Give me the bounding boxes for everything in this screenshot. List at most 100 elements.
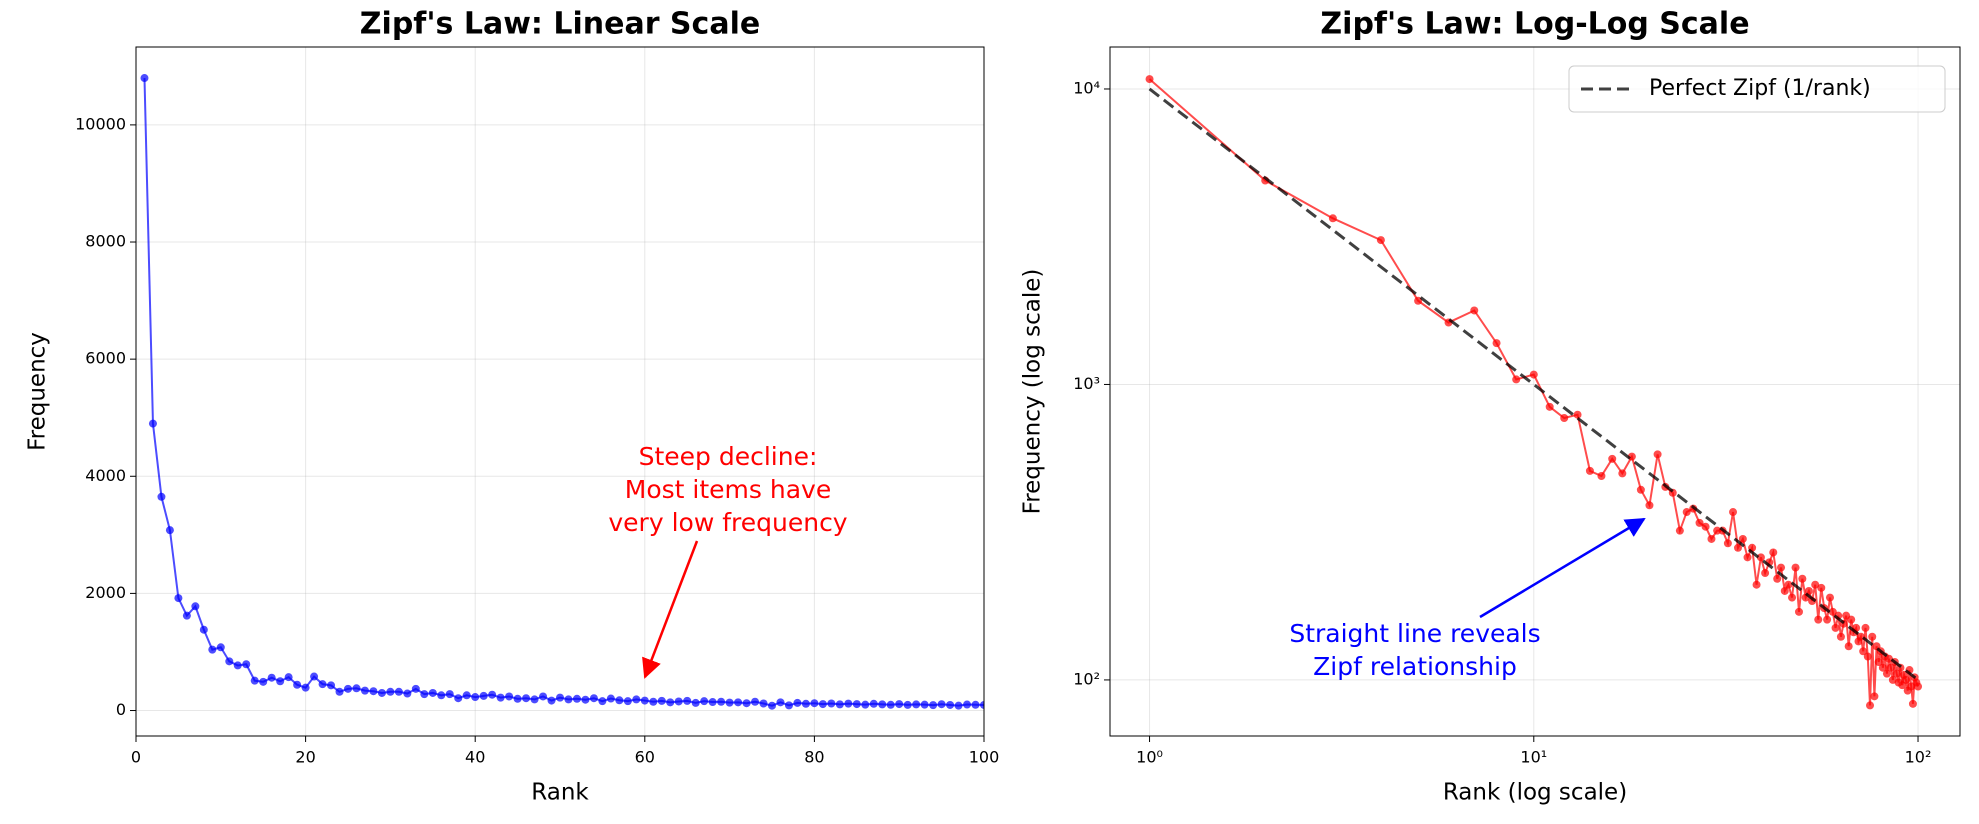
- data-point: [1882, 669, 1891, 678]
- data-point: [1729, 508, 1738, 517]
- data-point: [1145, 75, 1154, 84]
- data-point: [216, 643, 225, 652]
- data-point: [1794, 607, 1803, 616]
- data-point: [1866, 701, 1875, 710]
- data-point: [768, 701, 776, 710]
- data-point: [242, 660, 251, 669]
- data-point: [1773, 574, 1782, 583]
- data-point: [174, 594, 183, 603]
- data-point: [784, 701, 793, 710]
- data-point: [946, 700, 955, 709]
- data-point: [1870, 692, 1879, 701]
- data-point: [182, 611, 191, 620]
- annotation: Straight line reveals Zipf relationship: [1289, 619, 1541, 681]
- data-point: [895, 700, 904, 709]
- data-point: [539, 692, 548, 701]
- data-point: [505, 692, 514, 701]
- x-tick-label: 40: [465, 748, 485, 767]
- data-point: [581, 695, 590, 704]
- data-point: [1597, 471, 1606, 480]
- data-point: [1861, 623, 1870, 632]
- data-point: [1868, 632, 1877, 641]
- data-point: [369, 687, 378, 696]
- data-point: [471, 693, 480, 702]
- y-axis-label: Frequency: [25, 332, 51, 451]
- data-point: [310, 672, 319, 681]
- data-point: [403, 689, 412, 698]
- data-point: [1769, 548, 1778, 557]
- data-point: [394, 687, 403, 696]
- data-point: [1811, 580, 1820, 589]
- data-point: [199, 625, 208, 634]
- data-point: [615, 696, 624, 705]
- data-point: [1636, 485, 1645, 494]
- data-point: [522, 694, 531, 703]
- data-point: [657, 696, 666, 705]
- data-point: [1695, 518, 1704, 527]
- data-point: [937, 700, 946, 709]
- data-point: [1756, 553, 1765, 562]
- data-point: [1844, 642, 1853, 651]
- x-tick-label: 80: [804, 748, 824, 767]
- data-point: [1560, 413, 1569, 422]
- data-point: [1738, 534, 1747, 543]
- data-point: [963, 700, 972, 709]
- data-point: [1817, 583, 1826, 592]
- data-point: [1608, 454, 1617, 463]
- data-point: [386, 687, 395, 696]
- data-point: [1752, 580, 1761, 589]
- data-point: [861, 700, 870, 709]
- data-point: [479, 691, 488, 700]
- y-tick-label: 10000: [75, 114, 126, 133]
- data-point: [293, 680, 302, 689]
- data-point: [852, 700, 861, 709]
- data-point: [869, 699, 878, 708]
- data-point: [1707, 534, 1716, 543]
- data-point: [674, 697, 683, 706]
- data-point: [1585, 466, 1594, 475]
- data-point: [208, 645, 217, 654]
- data-point: [878, 700, 887, 709]
- data-point: [301, 683, 310, 692]
- data-point: [1823, 615, 1832, 624]
- data-point: [1618, 469, 1627, 478]
- annotation-arrow: [642, 540, 699, 679]
- series-line: [143, 78, 984, 707]
- data-point: [1777, 563, 1786, 572]
- data-point: [1682, 508, 1691, 517]
- data-point: [1825, 593, 1834, 602]
- x-tick-label: 10²: [1905, 748, 1932, 767]
- x-axis-label: Rank: [531, 780, 589, 806]
- data-point: [1723, 539, 1732, 548]
- data-point: [725, 698, 734, 707]
- plot-area: [140, 74, 984, 710]
- data-point: [1470, 306, 1479, 315]
- data-point: [496, 693, 505, 702]
- y-tick-label: 4000: [85, 466, 126, 485]
- data-point: [589, 694, 598, 703]
- data-point: [428, 688, 437, 697]
- data-point: [1675, 526, 1684, 535]
- data-point: [1914, 682, 1923, 691]
- data-point: [844, 699, 853, 708]
- data-point: [810, 699, 819, 708]
- data-point: [1784, 580, 1793, 589]
- data-point: [971, 700, 980, 709]
- legend-box: [1568, 65, 1946, 113]
- chart-title: Zipf's Law: Linear Scale: [360, 7, 760, 42]
- data-point: [530, 695, 539, 704]
- data-point: [759, 699, 768, 708]
- data-point: [547, 696, 556, 705]
- x-tick-label: 0: [131, 748, 141, 767]
- plot-area: [1145, 75, 1923, 710]
- data-point: [513, 694, 522, 703]
- data-point: [1814, 615, 1823, 624]
- data-point: [1545, 402, 1554, 411]
- data-point: [191, 602, 200, 611]
- data-point: [352, 684, 361, 693]
- data-point: [1512, 375, 1521, 384]
- data-point: [327, 681, 336, 690]
- axes-frame: [135, 46, 985, 737]
